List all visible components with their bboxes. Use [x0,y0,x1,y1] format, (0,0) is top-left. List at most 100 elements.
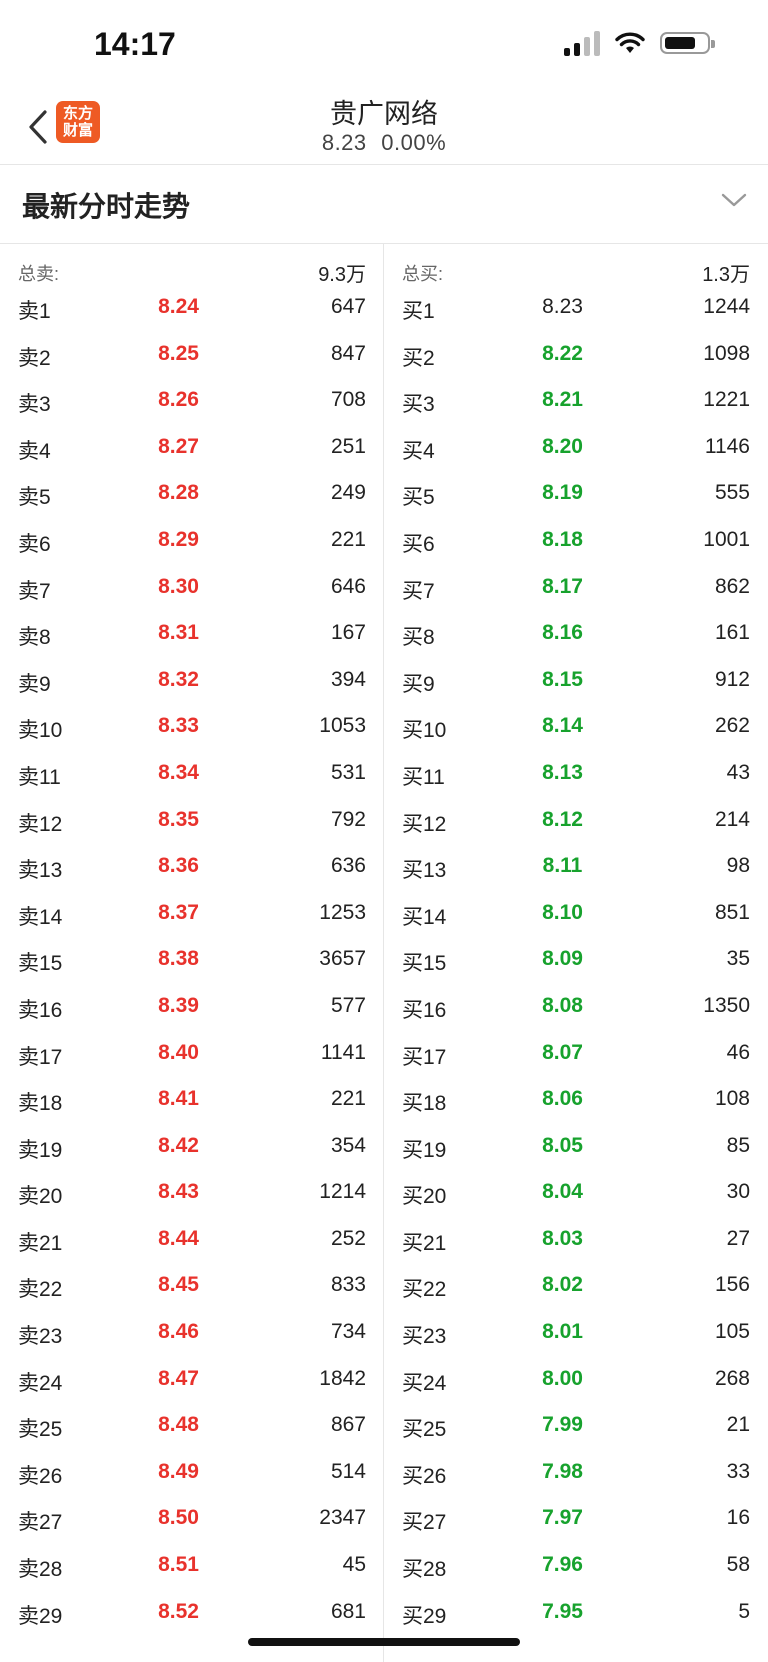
buy-level-row[interactable]: 买26 7.98 33 [384,1449,768,1496]
sell-level-label: 卖5 [18,486,51,510]
buy-level-label: 买12 [402,812,447,836]
buy-level-row[interactable]: 买6 8.18 1001 [384,517,768,564]
sell-level-row[interactable]: 卖13 8.36 636 [0,843,384,890]
sell-level-row[interactable]: 卖14 8.37 1253 [0,890,384,937]
buy-level-row[interactable]: 买28 7.96 58 [384,1542,768,1589]
buy-level-row[interactable]: 买8 8.16 161 [384,610,768,657]
sell-column: 总卖: 9.3万 卖1 8.24 647 卖2 8.25 847 卖3 8.26 708 卖4 8.… [0,244,384,1635]
sell-level-label: 卖22 [18,1278,63,1302]
sell-level-row[interactable]: 卖23 8.46 734 [0,1309,384,1356]
buy-level-row[interactable]: 买7 8.17 862 [384,564,768,611]
sell-level-volume: 531 [330,760,366,784]
sell-level-volume: 867 [330,1413,366,1437]
sell-level-label: 卖18 [18,1092,63,1116]
buy-level-row[interactable]: 买5 8.19 555 [384,470,768,517]
nav-header: 东方 财富 贵广网络 8.23 0.00% [0,90,768,164]
sell-level-row[interactable]: 卖26 8.49 514 [0,1449,384,1496]
buy-level-label: 买2 [402,346,435,370]
sell-level-row[interactable]: 卖12 8.35 792 [0,797,384,844]
buy-level-label: 买13 [402,859,447,883]
buy-level-row[interactable]: 买15 8.09 35 [384,936,768,983]
sell-level-volume: 1053 [319,714,366,738]
sell-level-price: 8.26 [158,388,199,412]
sell-level-row[interactable]: 卖8 8.31 167 [0,610,384,657]
sell-level-row[interactable]: 卖28 8.51 45 [0,1542,384,1589]
buy-level-row[interactable]: 买27 7.97 16 [384,1495,768,1542]
sell-level-row[interactable]: 卖24 8.47 1842 [0,1356,384,1403]
buy-level-row[interactable]: 买14 8.10 851 [384,890,768,937]
sell-level-row[interactable]: 卖2 8.25 847 [0,331,384,378]
buy-level-row[interactable]: 买13 8.11 98 [384,843,768,890]
sell-level-label: 卖8 [18,626,51,650]
sell-level-volume: 1842 [319,1366,366,1390]
sell-level-price: 8.50 [158,1506,199,1530]
sell-level-label: 卖7 [18,579,51,603]
sell-level-row[interactable]: 卖4 8.27 251 [0,424,384,471]
buy-level-volume: 262 [714,714,750,738]
buy-level-label: 买8 [402,626,435,650]
buy-level-volume: 43 [726,760,750,784]
buy-level-row[interactable]: 买20 8.04 30 [384,1169,768,1216]
signal-icon [564,30,600,56]
buy-level-volume: 1146 [704,434,750,458]
buy-level-row[interactable]: 买23 8.01 105 [384,1309,768,1356]
buy-level-label: 买7 [402,579,435,603]
sell-level-price: 8.42 [158,1133,199,1157]
buy-level-row[interactable]: 买17 8.07 46 [384,1030,768,1077]
sell-level-row[interactable]: 卖9 8.32 394 [0,657,384,704]
sell-level-row[interactable]: 卖18 8.41 221 [0,1076,384,1123]
buy-level-row[interactable]: 买16 8.08 1350 [384,983,768,1030]
sell-level-row[interactable]: 卖7 8.30 646 [0,564,384,611]
sell-level-row[interactable]: 卖22 8.45 833 [0,1262,384,1309]
sell-level-row[interactable]: 卖3 8.26 708 [0,377,384,424]
stock-name: 贵广网络 [330,99,438,129]
home-indicator[interactable] [248,1638,520,1646]
buy-level-row[interactable]: 买11 8.13 43 [384,750,768,797]
buy-level-label: 买21 [402,1231,447,1255]
battery-icon [660,32,715,54]
buy-level-row[interactable]: 买24 8.00 268 [384,1356,768,1403]
status-icons [564,30,715,56]
sell-level-row[interactable]: 卖27 8.50 2347 [0,1495,384,1542]
buy-level-row[interactable]: 买10 8.14 262 [384,703,768,750]
sell-list: 卖1 8.24 647 卖2 8.25 847 卖3 8.26 708 卖4 8.27 251 卖5 8.… [0,284,384,1635]
sell-level-price: 8.46 [158,1320,199,1344]
sell-level-row[interactable]: 卖11 8.34 531 [0,750,384,797]
sell-level-row[interactable]: 卖29 8.52 681 [0,1589,384,1636]
buy-list: 买1 8.23 1244 买2 8.22 1098 买3 8.21 1221 买4 8.20 1146… [384,284,768,1635]
buy-level-row[interactable]: 买9 8.15 912 [384,657,768,704]
sell-level-row[interactable]: 卖5 8.28 249 [0,470,384,517]
buy-level-label: 买10 [402,719,447,743]
buy-level-row[interactable]: 买2 8.22 1098 [384,331,768,378]
sell-level-row[interactable]: 卖17 8.40 1141 [0,1030,384,1077]
sell-level-row[interactable]: 卖1 8.24 647 [0,284,384,331]
sell-level-row[interactable]: 卖15 8.38 3657 [0,936,384,983]
buy-level-row[interactable]: 买4 8.20 1146 [384,424,768,471]
buy-level-row[interactable]: 买22 8.02 156 [384,1262,768,1309]
back-button[interactable] [18,102,58,152]
buy-level-price: 8.12 [542,807,583,831]
sell-level-row[interactable]: 卖10 8.33 1053 [0,703,384,750]
sell-level-row[interactable]: 卖16 8.39 577 [0,983,384,1030]
section-header[interactable]: 最新分时走势 [0,165,768,243]
buy-level-row[interactable]: 买29 7.95 5 [384,1589,768,1636]
logo-icon[interactable]: 东方 财富 [56,101,100,143]
buy-level-row[interactable]: 买3 8.21 1221 [384,377,768,424]
buy-level-row[interactable]: 买12 8.12 214 [384,797,768,844]
sell-level-price: 8.48 [158,1413,199,1437]
buy-level-row[interactable]: 买1 8.23 1244 [384,284,768,331]
stock-quote: 8.23 0.00% [0,130,768,156]
sell-level-row[interactable]: 卖20 8.43 1214 [0,1169,384,1216]
chevron-down-icon[interactable] [720,191,748,209]
sell-level-row[interactable]: 卖25 8.48 867 [0,1402,384,1449]
buy-level-row[interactable]: 买18 8.06 108 [384,1076,768,1123]
sell-level-row[interactable]: 卖21 8.44 252 [0,1216,384,1263]
sell-level-row[interactable]: 卖19 8.42 354 [0,1123,384,1170]
buy-level-row[interactable]: 买21 8.03 27 [384,1216,768,1263]
buy-level-row[interactable]: 买19 8.05 85 [384,1123,768,1170]
buy-level-label: 买28 [402,1558,447,1582]
buy-level-row[interactable]: 买25 7.99 21 [384,1402,768,1449]
sell-level-volume: 221 [330,527,366,551]
sell-level-volume: 1141 [320,1040,366,1064]
sell-level-row[interactable]: 卖6 8.29 221 [0,517,384,564]
